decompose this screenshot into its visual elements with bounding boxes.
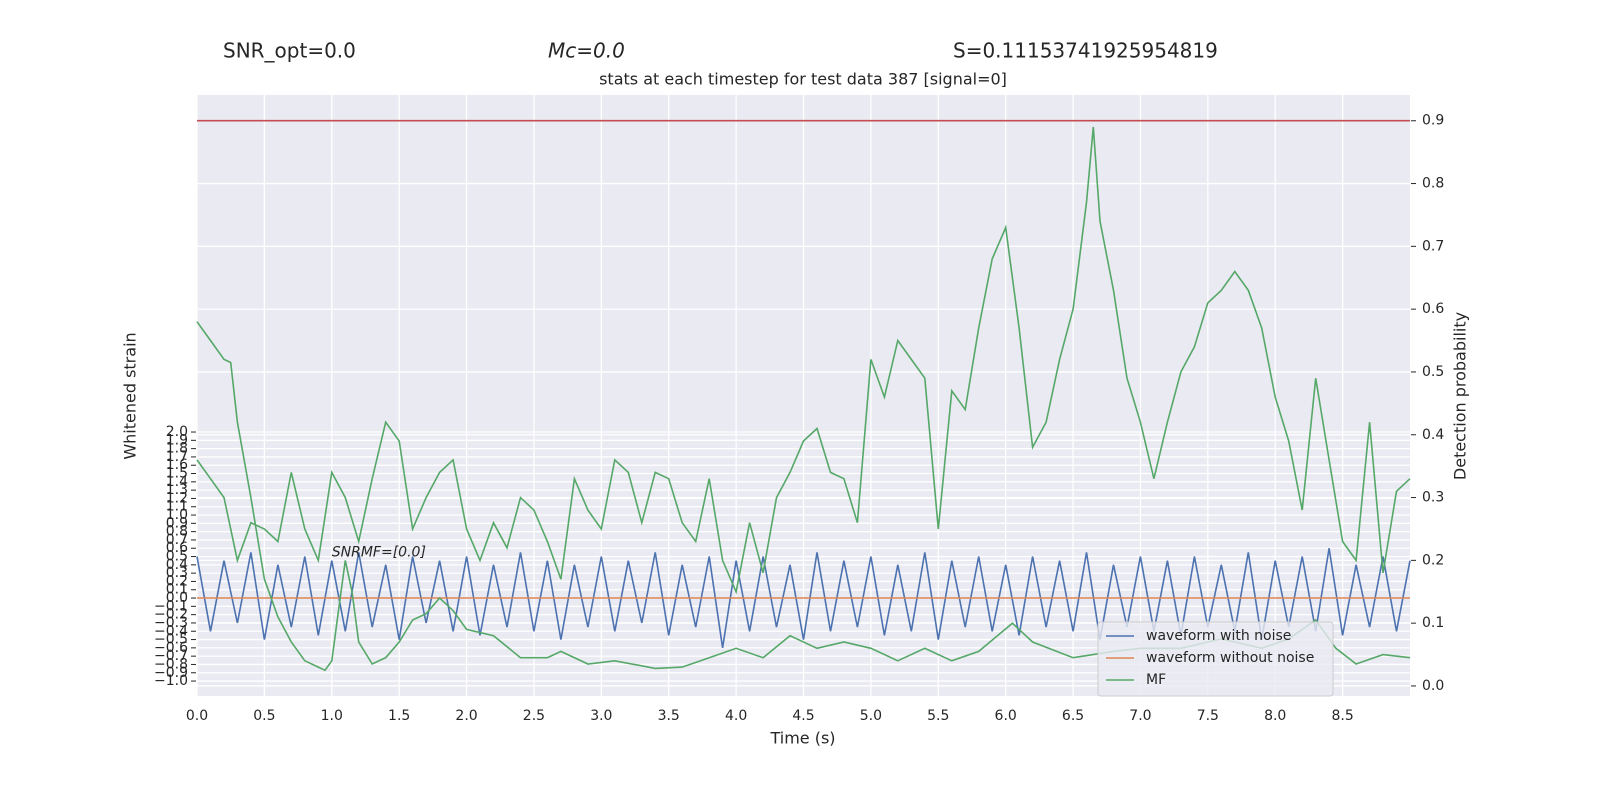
x-tick-label: 5.5 xyxy=(927,708,949,724)
y-tick-label: −0.1 xyxy=(154,598,188,614)
x-tick-label: 4.5 xyxy=(792,708,814,724)
stat-snr: SNR_opt=0.0 xyxy=(223,39,356,63)
y-tick-label: −0.5 xyxy=(154,632,188,648)
y2-tick-label: 0.2 xyxy=(1422,552,1444,568)
y-tick-label: 1.7 xyxy=(166,449,188,465)
y2-tick-label: 0.0 xyxy=(1422,678,1444,694)
legend-label: waveform with noise xyxy=(1146,628,1291,644)
y-tick-label: 0.7 xyxy=(166,532,188,548)
y2-tick-label: 0.9 xyxy=(1422,113,1444,129)
y-tick-label: −0.3 xyxy=(154,615,188,631)
x-tick-label: 2.0 xyxy=(455,708,477,724)
legend-label: waveform without noise xyxy=(1146,650,1314,666)
y-tick-label: 1.6 xyxy=(166,457,188,473)
y-tick-label: −0.4 xyxy=(154,623,188,639)
y-axis-label: Whitened strain xyxy=(121,332,140,459)
y-tick-label: 0.5 xyxy=(166,549,188,565)
y-tick-label: −0.6 xyxy=(154,640,188,656)
y2-axis-label: Detection probability xyxy=(1451,312,1470,480)
x-axis-label: Time (s) xyxy=(769,729,835,748)
legend: waveform with noise waveform without nois… xyxy=(1097,621,1334,697)
y-tick-label: 1.1 xyxy=(166,499,188,515)
legend-box xyxy=(1097,621,1334,697)
y2-tick-label: 0.6 xyxy=(1422,301,1444,317)
y-tick-label: 0.6 xyxy=(166,540,188,556)
x-tick-label: 7.5 xyxy=(1197,708,1219,724)
chart-title: stats at each timestep for test data 387… xyxy=(599,70,1007,89)
series-line xyxy=(196,126,1411,595)
y-tick-label: 1.8 xyxy=(166,441,188,457)
y2-tick-label: 0.1 xyxy=(1422,615,1444,631)
y2-tick-label: 0.4 xyxy=(1422,427,1444,443)
x-tick-label: 1.0 xyxy=(321,708,343,724)
y-tick-label: 0.8 xyxy=(166,524,188,540)
y2-tick-label: 0.3 xyxy=(1422,490,1444,506)
y-tick-label: 0.0 xyxy=(166,590,188,606)
x-tick-label: 6.5 xyxy=(1062,708,1084,724)
y-tick-label: 1.2 xyxy=(166,490,188,506)
y-tick-label: 2.0 xyxy=(166,424,188,440)
x-tick-label: 8.5 xyxy=(1331,708,1353,724)
y-tick-label: −0.7 xyxy=(154,648,188,664)
x-tick-label: 1.5 xyxy=(388,708,410,724)
y-tick-label: 0.4 xyxy=(166,557,188,573)
x-tick-label: 3.5 xyxy=(658,708,680,724)
y-tick-label: 1.0 xyxy=(166,507,188,523)
y-tick-label: 1.9 xyxy=(166,432,188,448)
y2-tick-label: 0.5 xyxy=(1422,364,1444,380)
y-tick-label: 0.2 xyxy=(166,573,188,589)
annotation: SNRMF=[0.0] xyxy=(332,544,426,560)
y-tick-label: −0.8 xyxy=(154,656,188,672)
x-tick-label: 0.0 xyxy=(186,708,208,724)
y-tick-label: −0.2 xyxy=(154,607,188,623)
legend-label: MF xyxy=(1146,672,1166,688)
y-tick-label: 0.9 xyxy=(166,515,188,531)
y2-tick-label: 0.7 xyxy=(1422,238,1444,254)
y-tick-label: −0.9 xyxy=(154,665,188,681)
y-tick-label: −1.0 xyxy=(154,673,188,689)
y-tick-label: 0.1 xyxy=(166,582,188,598)
x-tick-label: 4.0 xyxy=(725,708,747,724)
x-tick-label: 5.0 xyxy=(860,708,882,724)
stat-mc: Mc=0.0 xyxy=(548,39,625,63)
x-tick-label: 6.0 xyxy=(995,708,1017,724)
x-tick-label: 3.0 xyxy=(590,708,612,724)
y-tick-label: 1.5 xyxy=(166,466,188,482)
x-tick-label: 8.0 xyxy=(1264,708,1286,724)
y-tick-label: 0.3 xyxy=(166,565,188,581)
y-tick-label: 1.3 xyxy=(166,482,188,498)
y2-tick-label: 0.8 xyxy=(1422,176,1444,192)
x-tick-label: 7.0 xyxy=(1129,708,1151,724)
x-tick-label: 2.5 xyxy=(523,708,545,724)
y-tick-label: 1.4 xyxy=(166,474,188,490)
x-tick-label: 0.5 xyxy=(253,708,275,724)
stat-s: S=0.11153741925954819 xyxy=(953,39,1218,63)
